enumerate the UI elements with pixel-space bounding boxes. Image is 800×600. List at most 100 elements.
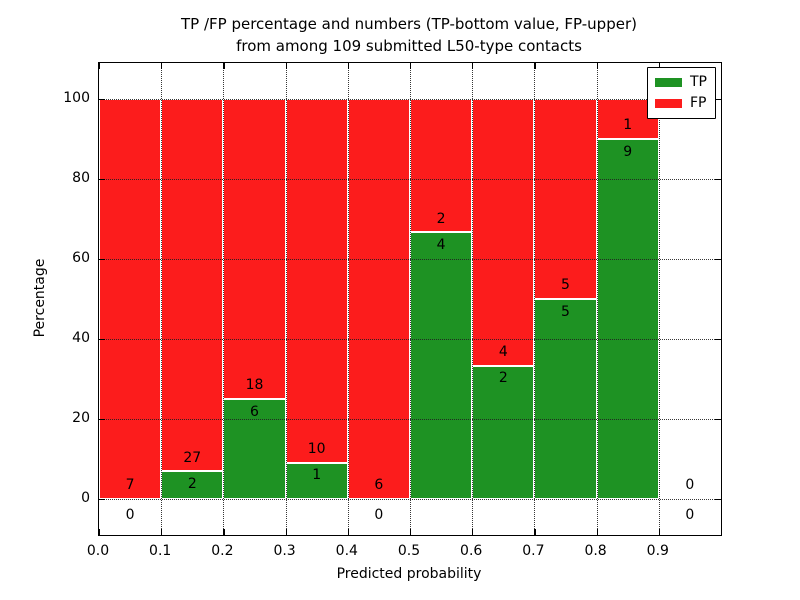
fp-bar-segment	[410, 99, 473, 233]
x-tick-mark	[534, 63, 536, 69]
fp-bar-segment	[347, 99, 410, 499]
grid-line-vertical	[347, 63, 349, 535]
x-tick-label: 0.0	[86, 543, 110, 559]
fp-bar-segment	[472, 99, 535, 366]
grid-line-horizontal	[99, 339, 721, 340]
y-tick-mark	[715, 99, 721, 101]
y-tick-label: 100	[63, 90, 90, 106]
x-tick-mark	[596, 63, 598, 69]
grid-line-vertical	[223, 63, 225, 535]
grid-line-vertical	[410, 63, 411, 535]
grid-line-vertical	[596, 63, 598, 535]
x-tick-mark	[658, 529, 661, 535]
fp-count-label: 5	[561, 277, 570, 294]
fp-count-label: 0	[685, 477, 695, 494]
x-tick-mark	[161, 529, 163, 535]
legend: TP FP	[647, 67, 716, 119]
bar-count-labels-layer: 7 0 27 2 18 6 10 1 6 0 2 4 4 2 5 5 1 9 0 0	[99, 63, 721, 535]
x-tick-mark	[161, 63, 163, 69]
tp-bar-segment	[285, 462, 348, 499]
grid-line-vertical	[161, 63, 163, 535]
x-tick-label: 0.1	[149, 543, 172, 559]
fp-count-label: 18	[245, 377, 264, 394]
x-tick-label: 0.6	[460, 543, 483, 559]
x-tick-mark	[472, 529, 474, 535]
tp-legend-swatch-icon	[655, 78, 682, 87]
y-tick-mark	[99, 499, 105, 501]
x-tick-mark	[534, 529, 536, 535]
tp-count-label: 4	[436, 237, 446, 254]
legend-label-tp: TP	[690, 74, 707, 90]
x-tick-mark	[472, 63, 474, 69]
bars-layer	[99, 63, 721, 535]
y-tick-label: 0	[81, 490, 90, 506]
tp-count-label: 0	[125, 507, 135, 523]
grid-line-vertical	[472, 63, 474, 535]
x-tick-mark	[410, 529, 412, 535]
legend-label-fp: FP	[690, 95, 707, 111]
y-tick-mark	[715, 339, 721, 341]
x-tick-mark	[347, 529, 350, 535]
fp-count-label: 7	[125, 477, 135, 494]
plot-area: 7 0 27 2 18 6 10 1 6 0 2 4 4 2 5 5 1 9 0 0 TP FP	[98, 62, 722, 536]
tp-count-label: 1	[312, 467, 322, 484]
grid-layer	[99, 63, 721, 535]
x-tick-mark	[223, 529, 225, 535]
tp-count-label: 9	[623, 143, 633, 160]
tp-count-label: 5	[561, 303, 570, 320]
y-tick-mark	[99, 99, 105, 101]
y-tick-label: 80	[72, 170, 90, 186]
y-tick-mark	[99, 419, 105, 421]
tp-bar-segment	[161, 471, 224, 499]
tp-bar-segment	[472, 365, 535, 499]
tp-bar-segment	[223, 399, 286, 499]
tp-count-label: 0	[685, 507, 695, 523]
y-tick-label: 40	[72, 330, 90, 346]
y-tick-mark	[99, 259, 105, 261]
chart-title-line-1: TP /FP percentage and numbers (TP-bottom…	[181, 15, 637, 33]
fp-count-label: 4	[498, 344, 508, 361]
x-tick-mark	[285, 529, 287, 535]
x-tick-label: 0.7	[522, 543, 545, 559]
grid-line-horizontal	[99, 499, 721, 500]
x-tick-mark	[99, 529, 101, 535]
y-tick-mark	[99, 339, 105, 341]
x-tick-label: 0.8	[584, 543, 607, 559]
tick-marks-layer	[99, 63, 721, 535]
tp-count-label: 0	[374, 507, 384, 523]
grid-line-horizontal	[99, 179, 721, 180]
y-tick-label: 20	[72, 410, 90, 426]
x-tick-label: 0.9	[646, 543, 669, 559]
y-tick-mark	[99, 179, 105, 181]
x-tick-label: 0.3	[273, 543, 296, 559]
x-tick-mark	[410, 63, 412, 69]
fp-legend-swatch-icon	[655, 99, 682, 108]
grid-line-horizontal	[99, 259, 721, 260]
chart-title-line-2: from among 109 submitted L50-type contac…	[236, 37, 582, 55]
x-tick-label: 0.2	[211, 543, 234, 559]
fp-count-label: 6	[374, 477, 384, 494]
y-tick-label: 60	[72, 250, 90, 266]
x-tick-mark	[596, 529, 598, 535]
x-tick-mark	[99, 63, 101, 69]
fp-count-label: 2	[436, 210, 446, 227]
legend-entry-fp: FP	[655, 93, 707, 114]
y-tick-mark	[715, 179, 721, 181]
x-tick-label: 0.4	[335, 543, 358, 559]
grid-line-horizontal	[99, 419, 721, 420]
x-tick-mark	[347, 63, 350, 69]
x-tick-mark	[658, 63, 661, 69]
x-tick-label: 0.5	[397, 543, 421, 559]
grid-line-horizontal	[99, 99, 721, 100]
chart-title: TP /FP percentage and numbers (TP-bottom…	[98, 13, 720, 57]
grid-line-vertical	[534, 63, 536, 535]
x-tick-mark	[285, 63, 287, 69]
fp-count-label: 1	[623, 117, 633, 134]
grid-line-vertical	[285, 63, 287, 535]
legend-entry-tp: TP	[655, 72, 707, 93]
tp-count-label: 2	[498, 370, 508, 387]
y-tick-mark	[715, 259, 721, 261]
tp-count-label: 2	[187, 476, 197, 493]
x-axis-label: Predicted probability	[336, 566, 482, 582]
